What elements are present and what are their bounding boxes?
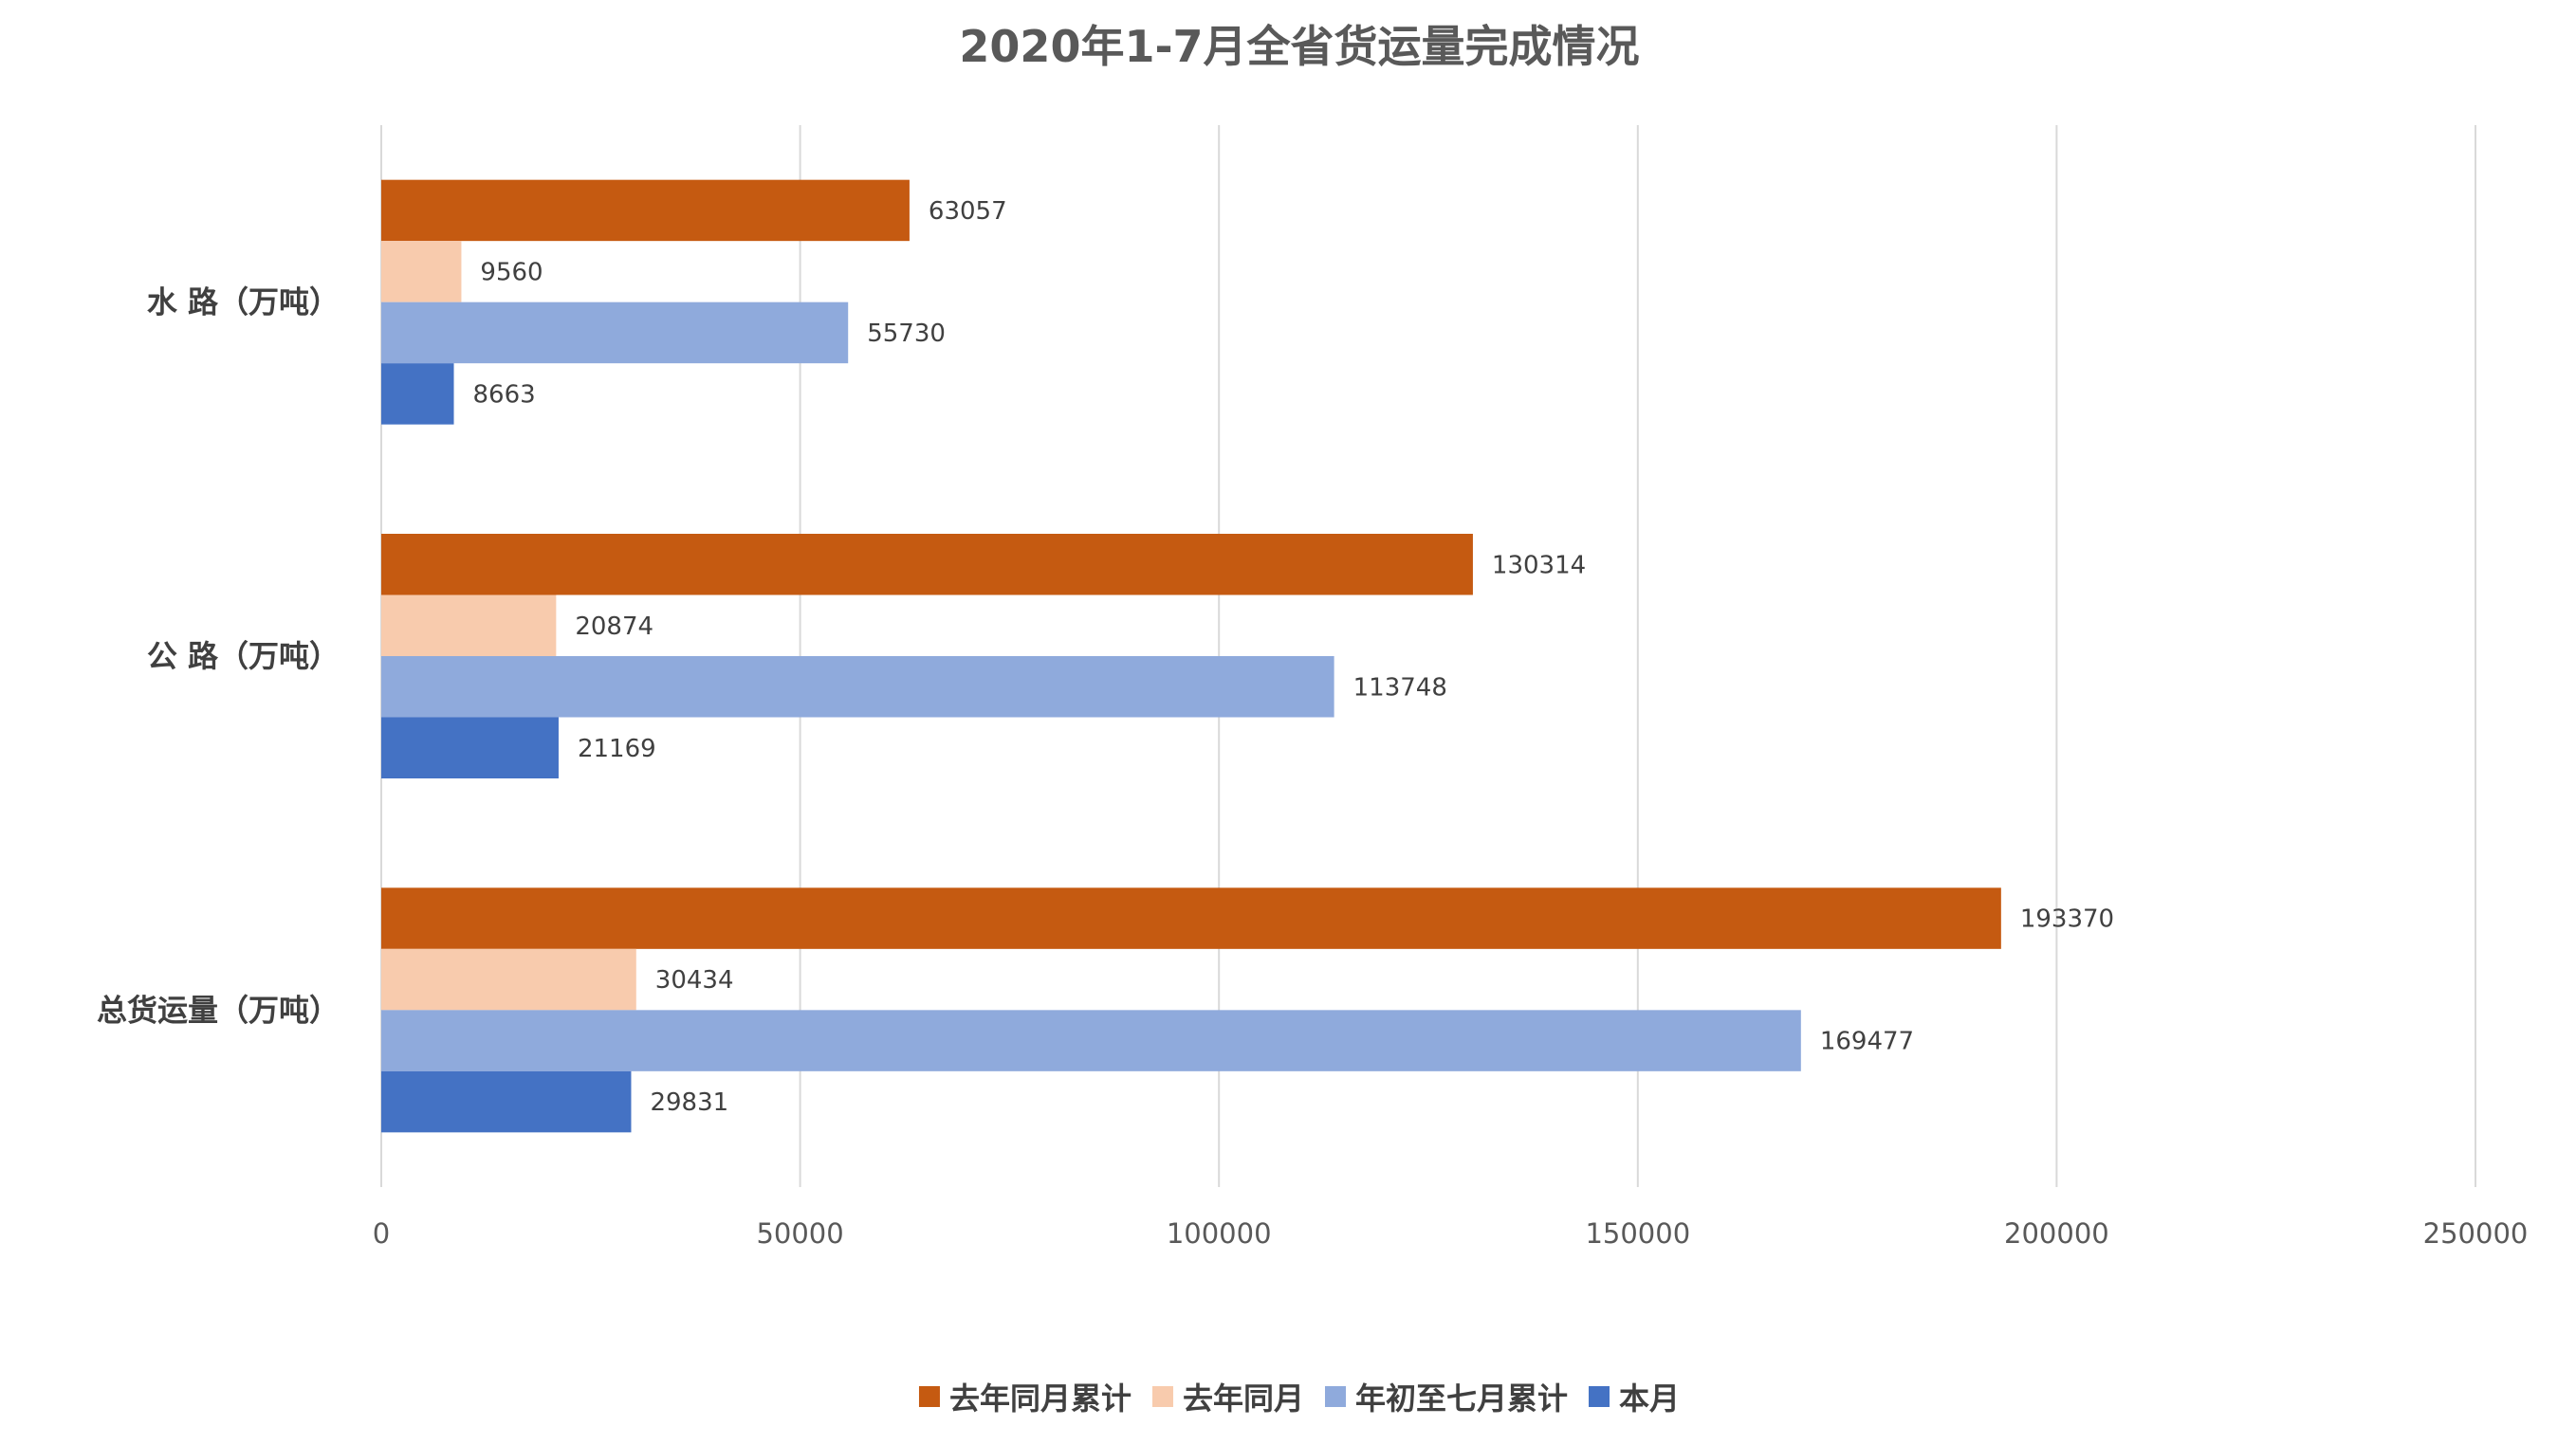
data-label: 21169: [578, 735, 656, 763]
data-label: 8663: [473, 380, 536, 409]
bar[interactable]: [381, 887, 2001, 949]
bar[interactable]: [381, 363, 454, 425]
data-label: 63057: [929, 197, 1007, 226]
data-label: 29831: [650, 1088, 728, 1117]
legend-item[interactable]: 本月: [1589, 1380, 1680, 1417]
bar[interactable]: [381, 1070, 632, 1133]
x-tick-label: 150000: [1585, 1217, 1690, 1250]
legend-swatch: [1589, 1386, 1610, 1407]
legend-item[interactable]: 去年同月: [1151, 1380, 1304, 1417]
x-tick-label: 100000: [1167, 1217, 1272, 1250]
data-label: 169477: [1820, 1028, 1914, 1056]
category-axis-labels: 水 路（万吨） 公 路（万吨） 总货运量（万吨）: [97, 284, 340, 1029]
bar[interactable]: [381, 534, 1473, 595]
data-label: 55730: [867, 320, 946, 348]
category-label: 公 路（万吨）: [147, 638, 340, 674]
value-axis-ticks: 0 50000 100000 150000 200000 250000: [373, 1217, 2529, 1250]
data-label: 193370: [2020, 905, 2114, 934]
x-tick-label: 250000: [2423, 1217, 2529, 1250]
bar[interactable]: [381, 948, 636, 1011]
legend[interactable]: 去年同月累计 去年同月 年初至七月累计 本月: [918, 1380, 1680, 1417]
x-tick-label: 0: [373, 1217, 390, 1250]
chart-title: 2020年1-7月全省货运量完成情况: [959, 21, 1639, 72]
category-label: 总货运量（万吨）: [97, 992, 340, 1028]
legend-label: 年初至七月累计: [1355, 1380, 1568, 1417]
bar[interactable]: [381, 656, 1334, 718]
bar[interactable]: [381, 717, 559, 779]
data-label: 30434: [655, 966, 734, 995]
bar[interactable]: [381, 1010, 1801, 1071]
x-tick-label: 200000: [2004, 1217, 2109, 1250]
data-labels: 63057 9560 55730 8663 130314 20874 113748 21169…: [473, 197, 2115, 1117]
x-tick-label: 50000: [756, 1217, 843, 1250]
legend-label: 本月: [1619, 1380, 1680, 1417]
bar[interactable]: [381, 302, 849, 364]
data-label: 9560: [480, 258, 543, 286]
legend-swatch: [918, 1386, 940, 1407]
data-label: 113748: [1353, 673, 1447, 702]
bar[interactable]: [381, 241, 462, 302]
legend-label: 去年同月: [1183, 1380, 1304, 1417]
legend-item[interactable]: 年初至七月累计: [1325, 1380, 1568, 1417]
legend-swatch: [1151, 1386, 1173, 1407]
data-label: 20874: [575, 612, 653, 641]
bar[interactable]: [381, 594, 557, 657]
bars: [381, 179, 2001, 1133]
legend-label: 去年同月累计: [949, 1380, 1132, 1417]
category-label: 水 路（万吨）: [147, 284, 340, 320]
data-label: 130314: [1492, 551, 1586, 579]
bar[interactable]: [381, 179, 910, 242]
legend-item[interactable]: 去年同月累计: [918, 1380, 1132, 1417]
legend-swatch: [1325, 1386, 1346, 1407]
